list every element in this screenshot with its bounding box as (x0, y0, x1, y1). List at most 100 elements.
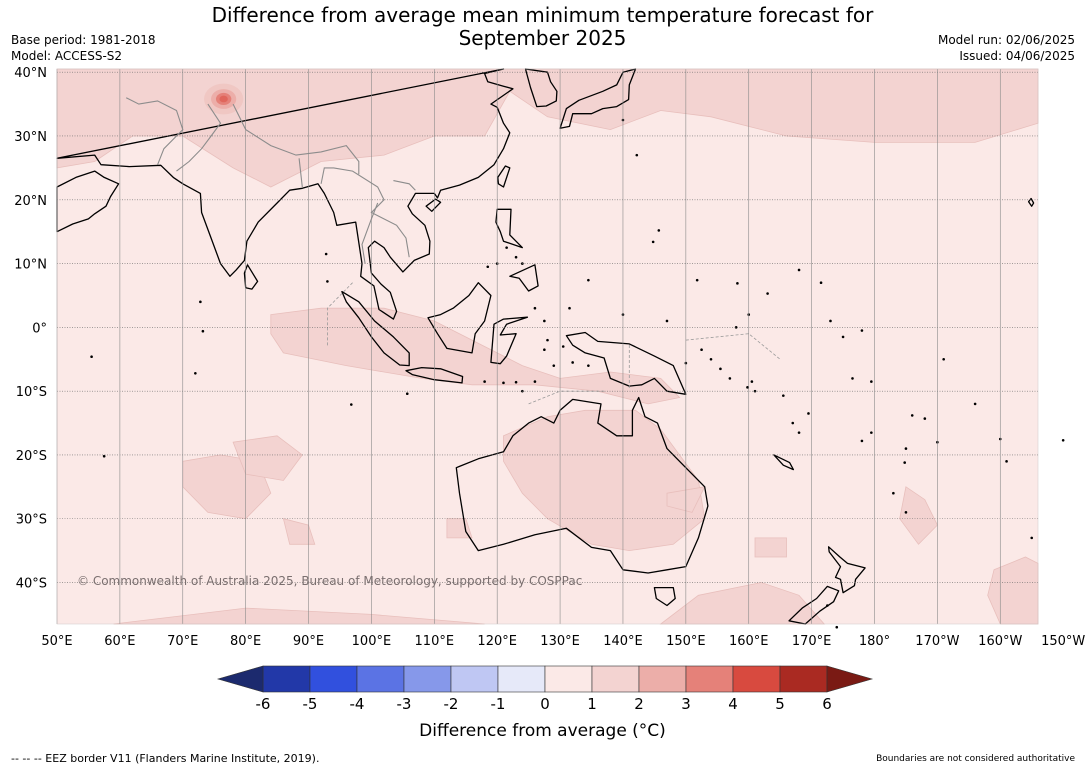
island (405, 392, 409, 396)
coastline (341, 290, 410, 367)
country-border (125, 97, 184, 165)
eez-border (528, 390, 605, 405)
island (782, 394, 785, 397)
colorbar-tick-label: 0 (540, 695, 550, 713)
island (194, 371, 197, 375)
latitude-tick-label: 40°N (14, 66, 47, 81)
colorbar-segment (497, 665, 546, 693)
colorbar-tick-label: 4 (728, 695, 738, 713)
colorbar-tick-label: -5 (303, 695, 318, 713)
colorbar-segment (638, 665, 687, 693)
colorbar-over-arrow (826, 665, 874, 693)
latitude-tick-label: 20°S (16, 449, 47, 464)
island (746, 386, 749, 389)
island (533, 380, 537, 383)
country-border (320, 167, 410, 258)
coastline (773, 454, 795, 471)
island (1061, 438, 1065, 442)
island (199, 300, 202, 304)
map-area (57, 69, 1038, 624)
island (326, 280, 329, 283)
island (860, 439, 864, 443)
island (657, 229, 661, 232)
colorbar-tick-label: -3 (397, 695, 412, 713)
island (807, 412, 810, 415)
metadata-right: Model run: 02/06/2025 Issued: 04/06/2025 (938, 32, 1075, 64)
eez-legend: -- -- -- EEZ border V11 (Flanders Marine… (11, 752, 320, 765)
coastline (565, 331, 687, 395)
boundary-disclaimer: Boundaries are not considered authoritat… (876, 754, 1075, 764)
map-background (57, 69, 1038, 624)
coastline (455, 396, 709, 574)
island (870, 431, 873, 434)
longitude-tick-label: 110°E (415, 634, 455, 649)
longitude-tick-label: 170°E (792, 634, 832, 649)
country-border (393, 180, 416, 191)
island (201, 329, 205, 333)
country-border (361, 202, 379, 264)
longitude-tick-label: 150°E (666, 634, 706, 649)
island (324, 252, 328, 256)
title-line-2: September 2025 (458, 26, 627, 50)
latitude-tick-label: 10°N (14, 258, 47, 273)
island (514, 255, 518, 259)
island (486, 265, 490, 269)
longitude-tick-label: 80°E (230, 634, 261, 649)
island (835, 625, 839, 629)
colorbar-segment (262, 665, 311, 693)
longitude-tick-label: 60°E (104, 634, 135, 649)
island (728, 377, 732, 380)
island (797, 268, 801, 272)
island (102, 454, 106, 458)
colorbar-tick-label: -4 (350, 695, 365, 713)
island (635, 153, 639, 157)
island (552, 364, 556, 367)
anomaly-region-warm (899, 486, 938, 545)
latitude-tick-label: 0° (32, 321, 47, 336)
island (561, 345, 565, 348)
island (797, 431, 801, 434)
island (903, 461, 906, 464)
title-line-1: Difference from average mean minimum tem… (211, 3, 874, 27)
island (892, 491, 895, 495)
island (700, 348, 703, 351)
longitude-tick-label: 90°E (293, 634, 324, 649)
colorbar-segment (732, 665, 781, 693)
island (90, 355, 93, 359)
coastline (56, 68, 514, 320)
island (766, 292, 769, 295)
island (942, 357, 945, 361)
island (826, 604, 829, 607)
coastline (495, 208, 523, 249)
island (841, 335, 845, 339)
longitude-tick-label: 170°W (915, 634, 959, 649)
longitude-tick-label: 140°E (603, 634, 643, 649)
coastline (425, 198, 442, 212)
island (651, 240, 655, 244)
island (910, 414, 914, 417)
island (587, 278, 590, 282)
island (719, 367, 722, 371)
island (904, 447, 908, 450)
graticule (56, 68, 1039, 625)
anomaly-region-warm (754, 537, 787, 558)
island (736, 282, 739, 285)
island (709, 357, 713, 361)
colorbar-tick-label: 1 (587, 695, 597, 713)
colorbar-segment (685, 665, 734, 693)
island (695, 278, 699, 282)
longitude-tick-label: 150°W (1041, 634, 1085, 649)
island (571, 361, 574, 364)
island (483, 380, 486, 383)
island (973, 402, 977, 406)
latitude-tick-label: 30°S (16, 513, 47, 528)
colorbar-title: Difference from average (°C) (419, 721, 666, 741)
island (829, 319, 832, 323)
longitude-tick-label: 100°E (352, 634, 392, 649)
anomaly-region-warm (503, 409, 706, 552)
colorbar-tick-label: -1 (491, 695, 506, 713)
base-period: Base period: 1981-2018 (11, 33, 156, 47)
island (665, 319, 669, 323)
colorbar-segment (403, 665, 452, 693)
